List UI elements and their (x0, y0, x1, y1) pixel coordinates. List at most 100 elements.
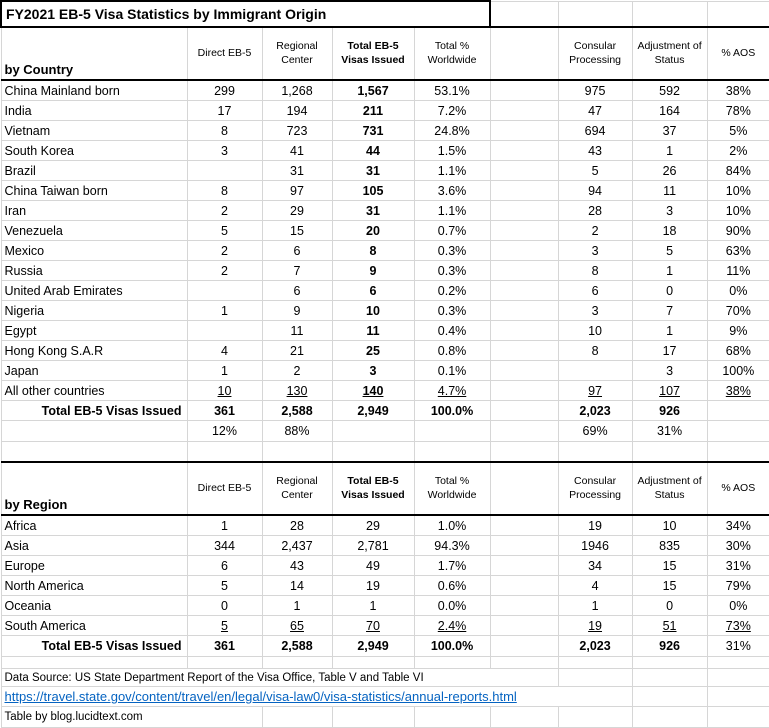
value-cell: 79% (706, 575, 769, 596)
footer-section: Data Source: US State Department Report … (0, 656, 769, 728)
annual-reports-link[interactable]: https://travel.state.gov/content/travel/… (4, 689, 517, 704)
value-cell: 2,781 (331, 535, 415, 556)
link-cell: https://travel.state.gov/content/travel/… (0, 686, 633, 707)
value-cell: 49 (331, 555, 415, 576)
credit-text: Table by blog.lucidtext.com (0, 706, 263, 728)
row-label: India (0, 100, 188, 121)
value-cell: 47 (557, 100, 633, 121)
header-adjustment-of-status: Adjustment of Status (631, 461, 708, 516)
value-cell: 11 (331, 320, 415, 341)
value-cell: 19 (557, 615, 633, 636)
spacer-cell (489, 420, 559, 442)
country-share-row: 12% 88% 69% 31% (0, 420, 769, 442)
value-cell: 31 (331, 200, 415, 221)
value-cell: 11% (706, 260, 769, 281)
value-cell: 51 (631, 615, 708, 636)
value-cell: 25 (331, 340, 415, 361)
value-cell: 1 (631, 320, 708, 341)
value-cell: 100.0% (413, 635, 491, 657)
value-cell: 4.7% (413, 380, 491, 401)
value-cell: 2 (261, 360, 333, 381)
value-cell: 10 (186, 380, 263, 401)
gap-row (0, 441, 769, 463)
value-cell: 37 (631, 120, 708, 141)
header-total-pct-worldwide: Total % Worldwide (413, 26, 491, 81)
value-cell: 73% (706, 615, 769, 636)
country-row: China Mainland born 299 1,268 1,567 53.1% 975… (0, 79, 769, 101)
value-cell: 2,949 (331, 400, 415, 421)
value-cell: 11 (631, 180, 708, 201)
value-cell: 975 (557, 79, 633, 101)
region-row: Oceania 0 1 1 0.0% 1 0 0% (0, 595, 769, 616)
country-header-row: by Country Direct EB-5 Regional Center T… (0, 26, 769, 81)
row-label: Hong Kong S.A.R (0, 340, 188, 361)
country-row: Egypt 11 11 0.4% 10 1 9% (0, 320, 769, 341)
gap-row (0, 656, 769, 669)
header-regional-center: Regional Center (261, 26, 333, 81)
country-row: United Arab Emirates 6 6 0.2% 6 0 0% (0, 280, 769, 301)
value-cell: 10% (706, 180, 769, 201)
value-cell: 18 (631, 220, 708, 241)
value-cell: 5 (631, 240, 708, 261)
value-cell: 164 (631, 100, 708, 121)
empty-cell (631, 686, 708, 707)
value-cell: 0.1% (413, 360, 491, 381)
header-direct-eb5: Direct EB-5 (186, 26, 263, 81)
spacer-cell (489, 555, 559, 576)
value-cell: 5 (186, 220, 263, 241)
footer-credit-row: Table by blog.lucidtext.com (0, 706, 769, 728)
value-cell: 5 (186, 615, 263, 636)
value-cell: 31% (706, 555, 769, 576)
value-cell: 34 (557, 555, 633, 576)
row-label: China Mainland born (0, 79, 188, 101)
value-cell: 299 (186, 79, 263, 101)
value-cell: 8 (186, 120, 263, 141)
row-label: Europe (0, 555, 188, 576)
value-cell: 1.5% (413, 140, 491, 161)
value-cell: 29 (261, 200, 333, 221)
value-cell: 1.1% (413, 200, 491, 221)
value-cell: 4 (557, 575, 633, 596)
value-cell: 6 (557, 280, 633, 301)
value-cell: 41 (261, 140, 333, 161)
spacer-cell (489, 380, 559, 401)
header-total-visas-issued: Total EB-5 Visas Issued (331, 461, 415, 516)
region-rows: Africa 1 28 29 1.0% 19 10 34% Asia 344 2,437 2,781 9… (0, 514, 769, 657)
value-cell: 11 (261, 320, 333, 341)
value-cell: 5 (186, 575, 263, 596)
spacer-cell (489, 340, 559, 361)
value-cell: 2,588 (261, 635, 333, 657)
value-cell: 5% (706, 120, 769, 141)
value-cell: 94.3% (413, 535, 491, 556)
value-cell: 1.1% (413, 160, 491, 181)
value-cell: 31 (331, 160, 415, 181)
value-cell: 2,023 (557, 635, 633, 657)
value-cell: 9 (261, 300, 333, 321)
country-row: Iran 2 29 31 1.1% 28 3 10% (0, 200, 769, 221)
spacer-cell (489, 180, 559, 201)
value-cell: 2,023 (557, 400, 633, 421)
value-cell: 105 (331, 180, 415, 201)
spacer-cell (489, 79, 559, 101)
value-cell: 6 (331, 280, 415, 301)
value-cell: 0 (631, 280, 708, 301)
value-cell: 97 (557, 380, 633, 401)
value-cell: 130 (261, 380, 333, 401)
value-cell: 31% (631, 420, 708, 442)
region-header-row: by Region Direct EB-5 Regional Center To… (0, 461, 769, 516)
value-cell (706, 420, 769, 442)
value-cell: 0.7% (413, 220, 491, 241)
value-cell: 3 (631, 200, 708, 221)
row-label: North America (0, 575, 188, 596)
country-row: Vietnam 8 723 731 24.8% 694 37 5% (0, 120, 769, 141)
empty-cell (631, 0, 708, 28)
row-label: Total EB-5 Visas Issued (0, 400, 188, 421)
row-label: Asia (0, 535, 188, 556)
value-cell: 1 (186, 514, 263, 536)
value-cell: 0 (186, 595, 263, 616)
value-cell (557, 360, 633, 381)
value-cell: 0% (706, 280, 769, 301)
value-cell: 43 (557, 140, 633, 161)
row-label: China Taiwan born (0, 180, 188, 201)
value-cell: 0.0% (413, 595, 491, 616)
